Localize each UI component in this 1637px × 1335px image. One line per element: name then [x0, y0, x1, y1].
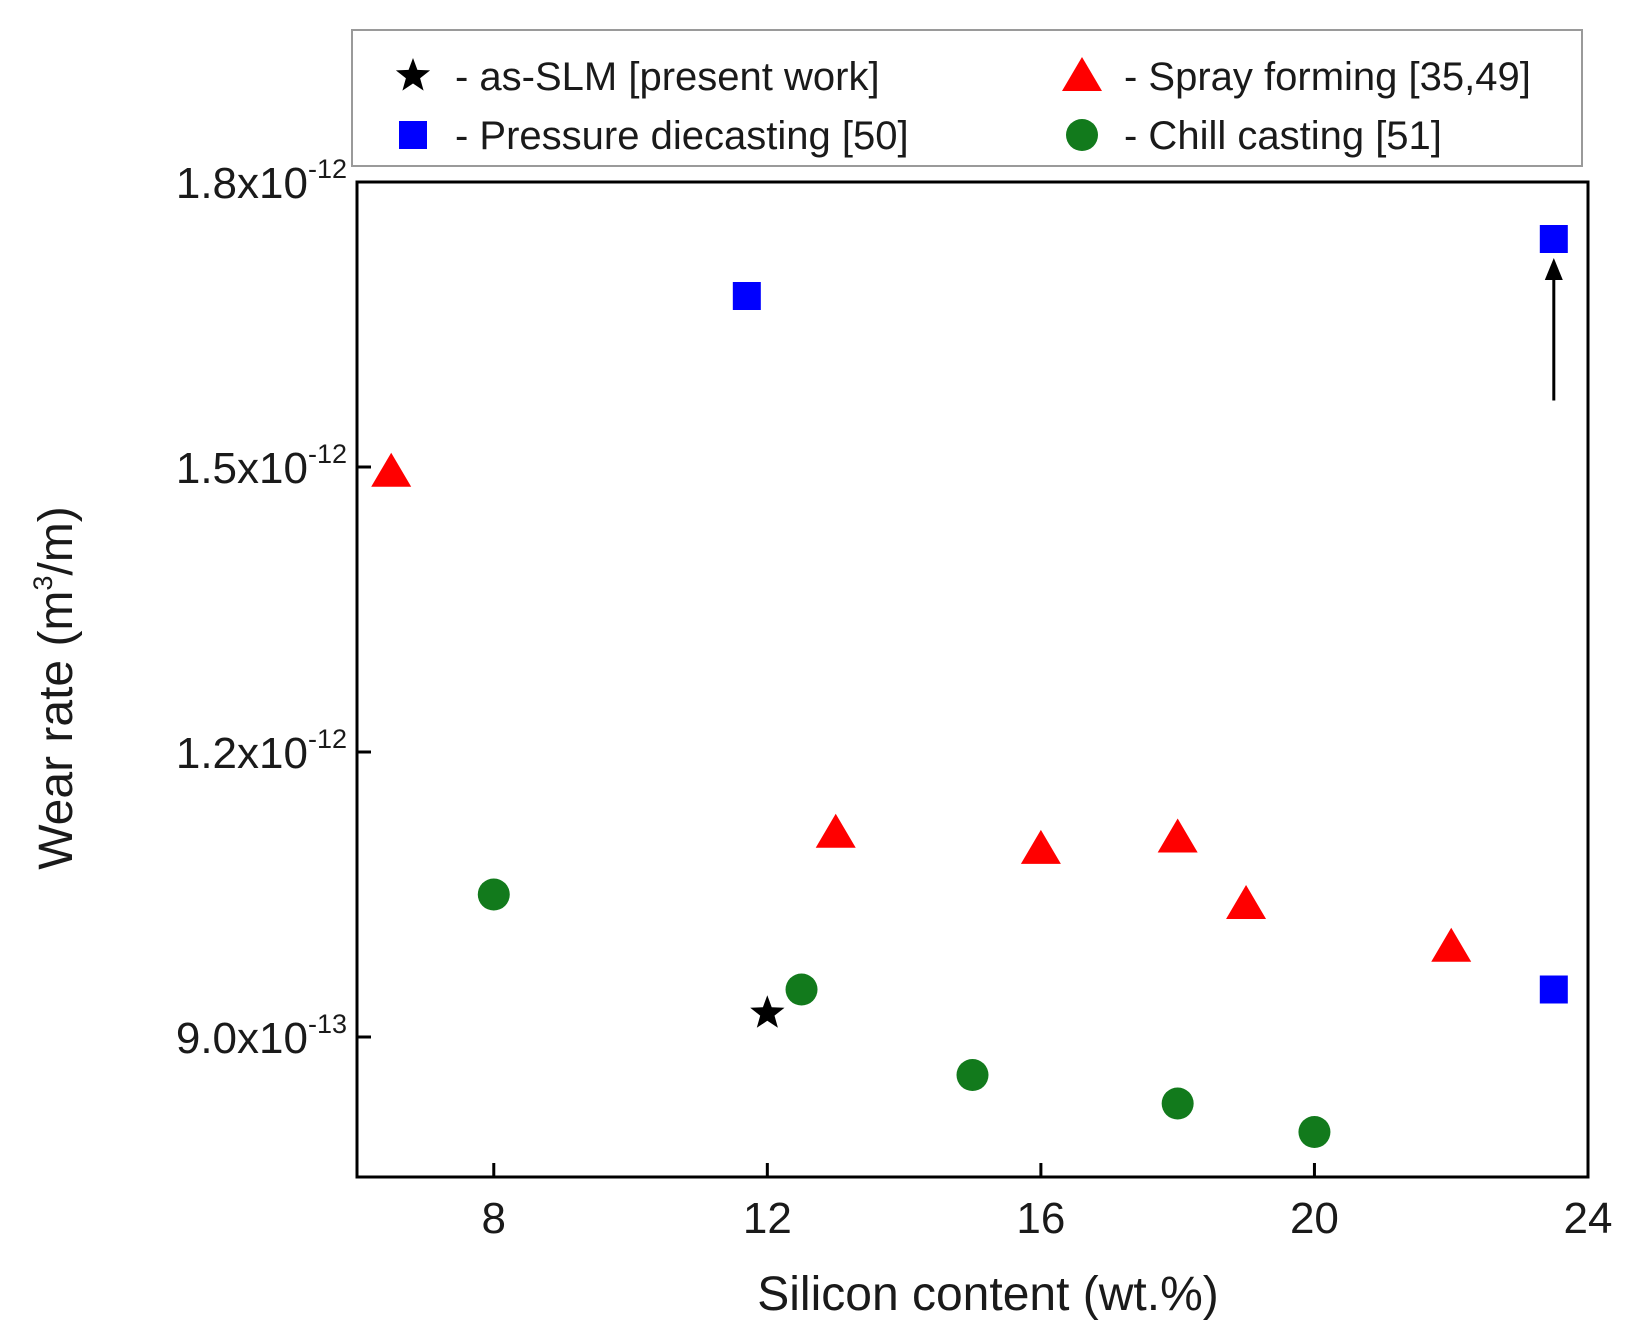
y-axis-title: Wear rate (m3/m) — [28, 506, 83, 870]
y-axis-title-sup: 3 — [28, 576, 58, 591]
data-point-circle — [956, 1059, 989, 1091]
x-axis-title: Silicon content (wt.%) — [757, 1268, 1219, 1321]
legend-marker-square — [399, 121, 427, 149]
legend: - as-SLM [present work] - Spray forming [… — [351, 29, 1583, 167]
data-point-square — [1539, 225, 1568, 253]
y-tick-label: 1.2x10-12 — [176, 724, 347, 778]
y-tick-exponent: -12 — [308, 154, 347, 184]
annotations — [1544, 258, 1563, 401]
data-point-triangle — [1431, 927, 1472, 962]
data-points — [371, 225, 1568, 1148]
data-point-star — [750, 995, 785, 1028]
y-tick-mantissa: 1.5x10 — [176, 444, 308, 493]
y-tick-label: 1.5x10-12 — [176, 439, 347, 493]
arrow-annotation-head — [1544, 258, 1563, 280]
legend-marker-star — [395, 58, 431, 91]
y-tick-mantissa: 1.2x10 — [176, 729, 308, 778]
data-point-square — [1539, 975, 1568, 1004]
legend-marker-triangle — [1062, 57, 1102, 91]
data-point-circle — [785, 973, 818, 1006]
y-tick-exponent: -12 — [308, 724, 347, 754]
x-tick-label: 24 — [1564, 1194, 1613, 1243]
legend-label: - as-SLM [present work] — [455, 55, 880, 99]
x-tick-label: 12 — [743, 1194, 792, 1243]
axis-ticks: 8 12 16 20 249.0x10-131.2x10-121.5x10-121.8x… — [176, 154, 1613, 1243]
data-point-triangle — [1226, 885, 1267, 919]
data-point-triangle — [815, 813, 856, 848]
legend-label: - Pressure diecasting [50] — [455, 114, 909, 158]
data-point-square — [732, 282, 761, 310]
y-tick-exponent: -12 — [308, 439, 347, 469]
y-tick-exponent: -13 — [308, 1009, 347, 1039]
data-point-circle — [477, 878, 510, 911]
y-tick-mantissa: 1.8x10 — [176, 159, 308, 208]
legend-marker-circle — [1066, 119, 1098, 151]
data-point-circle — [1298, 1116, 1331, 1148]
y-axis-title-base: Wear rate (m — [30, 591, 83, 870]
legend-frame — [351, 29, 1583, 167]
data-point-circle — [1161, 1087, 1194, 1120]
x-tick-label: 8 — [482, 1194, 506, 1243]
plot-area-frame — [355, 180, 1590, 1179]
y-tick-label: 9.0x10-13 — [176, 1009, 347, 1063]
y-axis-title-tail: /m) — [30, 506, 83, 575]
data-point-triangle — [1020, 829, 1061, 864]
legend-label: - Chill casting [51] — [1124, 114, 1442, 158]
legend-label: - Spray forming [35,49] — [1124, 55, 1531, 99]
data-point-triangle — [1157, 818, 1198, 853]
y-tick-label: 1.8x10-12 — [176, 154, 347, 208]
y-tick-mantissa: 9.0x10 — [176, 1014, 308, 1063]
x-tick-label: 20 — [1290, 1194, 1339, 1243]
data-point-triangle — [371, 452, 412, 487]
x-tick-label: 16 — [1016, 1194, 1065, 1243]
